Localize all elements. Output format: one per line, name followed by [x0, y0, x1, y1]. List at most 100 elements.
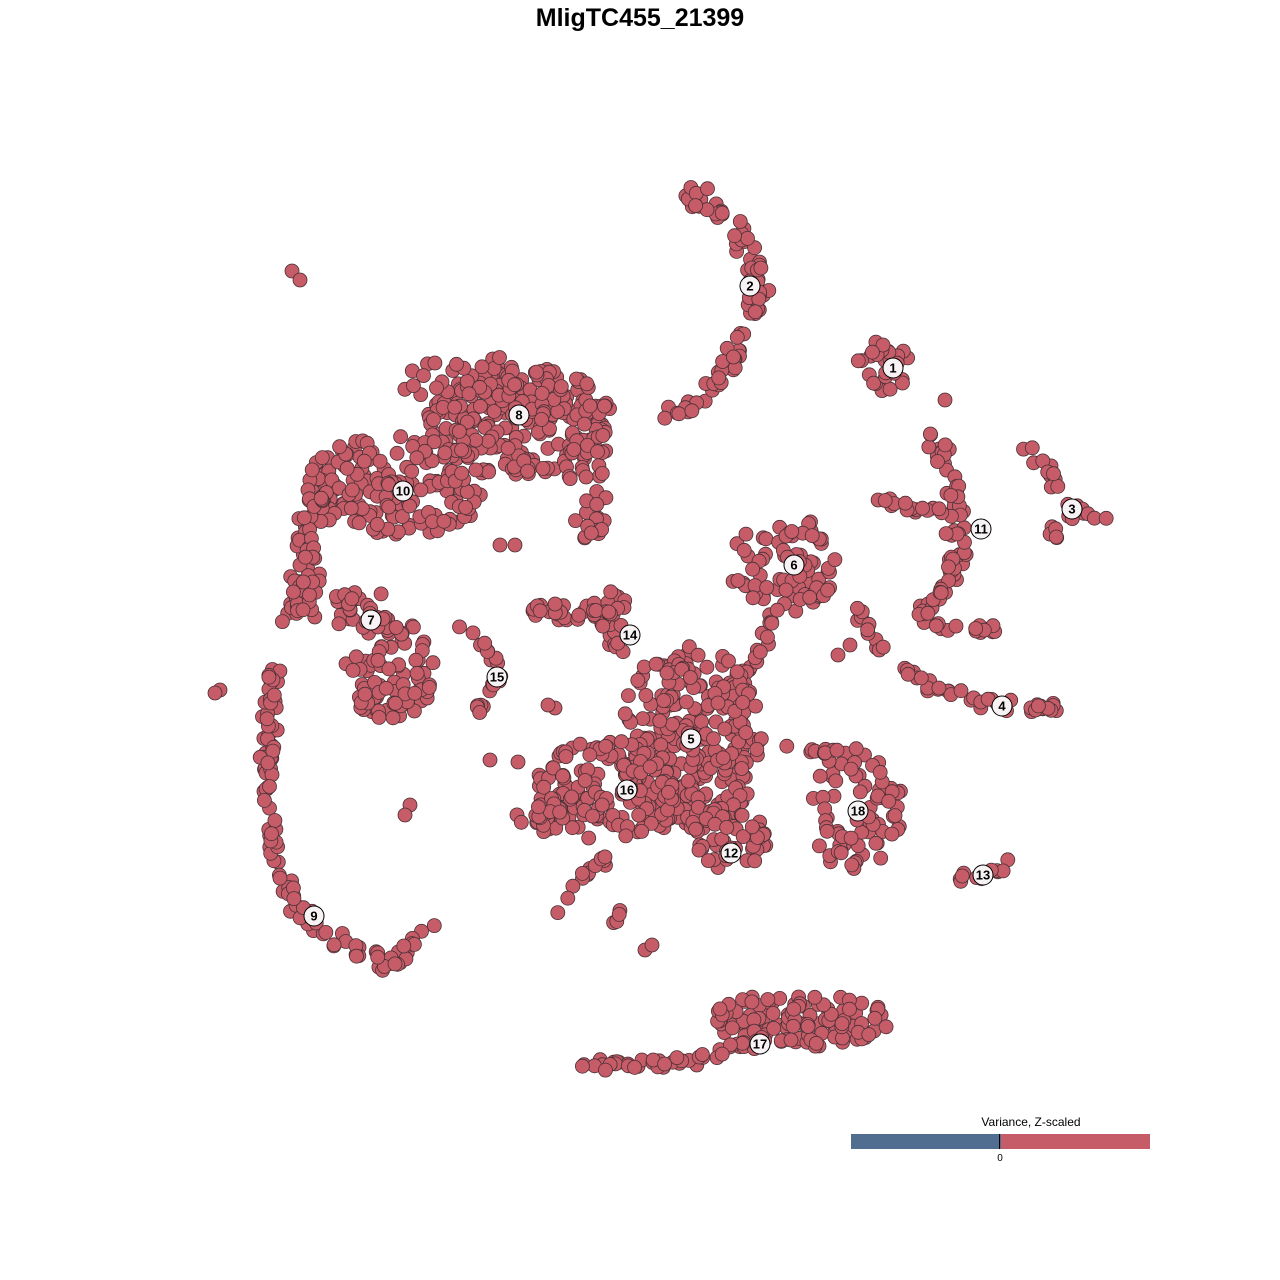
cluster-label-circle — [619, 624, 641, 646]
data-point — [715, 750, 731, 766]
data-point — [691, 842, 707, 858]
data-point — [451, 423, 467, 439]
data-point — [923, 426, 938, 442]
data-point — [542, 421, 557, 437]
data-point — [437, 445, 453, 461]
data-point — [630, 673, 646, 688]
data-point — [572, 736, 588, 752]
data-point — [760, 992, 776, 1007]
data-point — [597, 849, 613, 865]
data-point — [409, 450, 425, 466]
data-point — [1031, 698, 1046, 714]
data-point — [577, 416, 592, 432]
data-point — [378, 680, 394, 696]
data-point — [688, 821, 704, 837]
data-point — [800, 1019, 816, 1034]
data-point — [425, 655, 441, 671]
cluster-label-circle — [749, 1033, 771, 1055]
data-point — [318, 925, 334, 940]
data-point — [931, 501, 947, 517]
data-point — [680, 773, 696, 789]
data-point — [843, 761, 859, 777]
cluster-label-circle — [720, 842, 742, 864]
data-point — [842, 1001, 857, 1017]
cluster-label-text: 12 — [724, 846, 738, 861]
data-point — [260, 755, 276, 771]
data-point — [345, 663, 361, 678]
data-point — [729, 329, 745, 345]
cluster-label-18: 18 — [847, 800, 869, 822]
data-point — [562, 471, 578, 487]
data-point — [594, 797, 610, 813]
cluster-label-circle — [360, 609, 382, 631]
data-point — [819, 823, 835, 839]
data-point — [302, 587, 317, 603]
data-point — [900, 666, 916, 682]
data-point — [207, 685, 223, 701]
data-point — [877, 493, 893, 508]
data-point — [752, 644, 768, 660]
data-point — [585, 808, 600, 824]
data-point — [545, 760, 561, 776]
data-point — [349, 948, 364, 964]
data-point — [407, 685, 423, 701]
data-point — [313, 490, 329, 506]
data-point — [760, 629, 775, 645]
data-point — [259, 711, 275, 727]
cluster-label-10: 10 — [392, 480, 414, 502]
data-point — [458, 499, 474, 515]
data-point — [711, 370, 727, 386]
cluster-label-text: 16 — [620, 783, 634, 798]
data-point — [370, 652, 386, 668]
data-point — [387, 695, 403, 711]
data-point — [734, 761, 750, 776]
data-point — [331, 616, 347, 632]
data-point — [748, 698, 763, 714]
data-point — [594, 465, 610, 481]
data-point — [357, 686, 373, 702]
data-point — [783, 1032, 799, 1048]
data-point — [459, 484, 475, 500]
data-point — [657, 1056, 672, 1072]
data-point — [785, 1018, 801, 1034]
data-point — [759, 580, 775, 595]
data-point — [943, 487, 959, 503]
data-point — [745, 590, 761, 606]
data-point — [292, 272, 308, 288]
legend-low-segment — [851, 1134, 1001, 1149]
data-point — [560, 890, 576, 906]
data-point — [531, 799, 546, 815]
cluster-label-7: 7 — [360, 609, 382, 631]
data-point — [690, 647, 706, 663]
data-point — [933, 585, 949, 601]
data-point — [699, 659, 715, 675]
data-point — [712, 1001, 728, 1017]
cluster-label-text: 14 — [623, 628, 638, 643]
legend-high-segment — [1000, 1134, 1150, 1149]
data-point — [581, 830, 597, 846]
data-point — [638, 688, 654, 703]
data-point — [652, 713, 668, 729]
data-point — [426, 434, 442, 450]
data-point — [679, 694, 694, 710]
cluster-label-circle — [783, 554, 805, 576]
data-point — [264, 826, 279, 842]
cluster-label-text: 2 — [746, 279, 753, 294]
data-point — [595, 428, 611, 443]
data-point — [344, 591, 360, 607]
cluster-label-text: 17 — [753, 1037, 767, 1052]
data-point — [656, 693, 672, 708]
data-point — [895, 375, 910, 391]
data-point — [266, 687, 282, 703]
data-point — [603, 584, 619, 600]
data-point — [285, 584, 301, 600]
data-point — [568, 513, 583, 528]
data-point — [381, 661, 397, 677]
data-point — [454, 465, 470, 481]
cluster-label-12: 12 — [720, 842, 742, 864]
data-point — [326, 937, 342, 953]
cluster-label-circle — [616, 779, 638, 801]
data-point — [617, 706, 633, 722]
data-point — [421, 680, 437, 695]
data-point — [304, 462, 320, 478]
